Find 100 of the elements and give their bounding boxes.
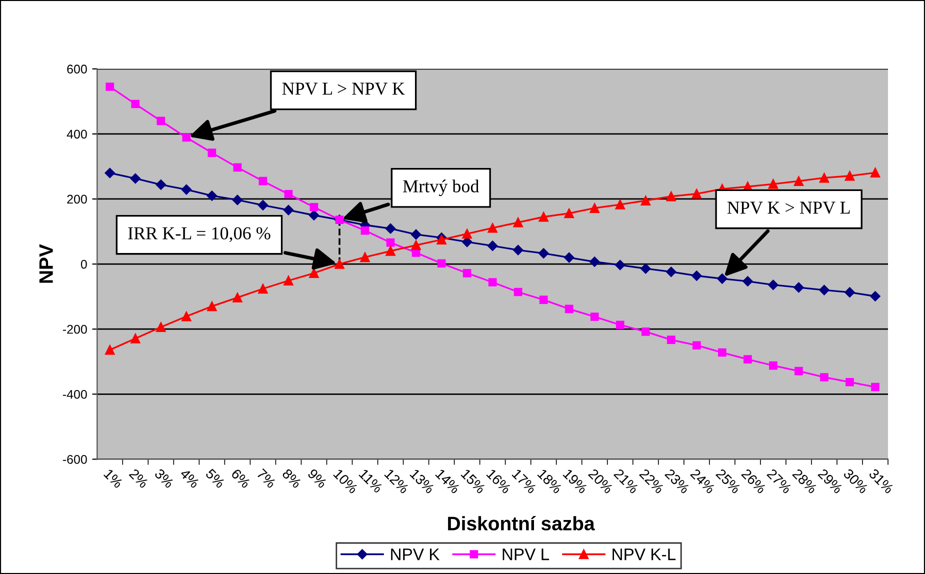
x-tick-label: 8% <box>282 468 302 489</box>
point <box>640 196 650 206</box>
point <box>692 341 701 350</box>
point <box>156 322 166 332</box>
point <box>462 228 472 239</box>
point <box>794 366 803 376</box>
point <box>666 336 676 344</box>
point <box>488 223 498 233</box>
point <box>718 348 726 357</box>
x-tick-label: 3% <box>154 468 174 489</box>
point <box>310 202 318 212</box>
point <box>744 355 752 364</box>
y-tick-label: 600 <box>67 64 87 74</box>
point <box>538 212 548 222</box>
y-tick-label: 400 <box>66 130 87 139</box>
point <box>538 248 549 258</box>
point <box>564 304 574 314</box>
point <box>846 378 854 386</box>
point <box>386 246 396 256</box>
point <box>334 259 344 269</box>
point <box>768 179 778 189</box>
point <box>233 163 242 172</box>
point <box>641 328 650 336</box>
y-tick-label: -400 <box>62 390 87 399</box>
point <box>488 278 497 286</box>
point <box>616 320 624 330</box>
annotation: NPV K > NPV L <box>727 202 850 214</box>
point <box>104 168 115 178</box>
x-tick-label: 6% <box>230 468 252 489</box>
point <box>666 266 676 277</box>
point <box>615 200 625 210</box>
point <box>819 172 830 183</box>
x-tick-label: 11% <box>358 468 384 494</box>
point <box>589 256 600 267</box>
point <box>130 334 140 344</box>
point <box>666 192 676 202</box>
point <box>590 312 599 321</box>
point <box>208 148 216 157</box>
point <box>284 276 294 286</box>
x-axis-title: Diskontní sazba <box>448 516 595 530</box>
point <box>385 223 396 234</box>
point <box>615 260 626 270</box>
y-tick-label: -600 <box>62 455 87 464</box>
x-tick-label: 2% <box>128 468 149 489</box>
point <box>156 116 166 126</box>
point <box>820 373 828 382</box>
point <box>410 229 422 240</box>
y-tick-label: 200 <box>67 194 87 204</box>
point <box>844 287 855 298</box>
point <box>131 100 140 108</box>
point <box>309 268 319 278</box>
point <box>232 194 243 206</box>
point <box>283 204 294 216</box>
point <box>871 382 880 392</box>
point <box>386 238 395 247</box>
point <box>360 252 370 262</box>
x-tick-label: 5% <box>205 468 226 489</box>
point <box>182 312 192 322</box>
point <box>258 200 268 210</box>
y-tick-label: 0 <box>80 260 87 269</box>
point <box>870 168 880 178</box>
point <box>258 176 268 186</box>
x-tick-label: 9% <box>307 468 328 489</box>
x-tick-label: 1% <box>103 468 124 489</box>
point <box>640 263 651 274</box>
x-tick-label: 10% <box>333 468 359 494</box>
point <box>462 268 472 278</box>
point <box>106 82 114 91</box>
point <box>742 276 753 286</box>
point <box>411 240 421 250</box>
point <box>181 184 192 195</box>
point <box>717 274 728 284</box>
legend-label: NPV K <box>391 548 440 560</box>
point <box>156 180 166 190</box>
point <box>564 252 574 263</box>
annotation: IRR K-L = 10,06 % <box>128 227 270 242</box>
point <box>819 284 830 296</box>
point <box>487 240 498 251</box>
legend-label: NPV K-L <box>612 548 676 560</box>
point <box>232 292 242 302</box>
annotation: NPV L > NPV K <box>282 82 405 95</box>
point <box>590 203 600 213</box>
point <box>539 296 548 304</box>
point <box>105 345 115 355</box>
point <box>130 173 141 184</box>
point <box>207 301 217 312</box>
annotation: Mrtvý bod <box>403 180 480 196</box>
point <box>692 188 702 199</box>
x-tick-label: 7% <box>256 468 276 489</box>
point <box>564 208 574 218</box>
point <box>794 282 804 293</box>
point <box>514 288 522 296</box>
point <box>692 270 702 281</box>
point <box>437 259 446 268</box>
point <box>258 284 268 294</box>
point <box>513 218 523 228</box>
legend-label: NPV L <box>502 548 550 560</box>
point <box>182 133 191 142</box>
point <box>844 171 855 181</box>
point <box>512 244 524 256</box>
